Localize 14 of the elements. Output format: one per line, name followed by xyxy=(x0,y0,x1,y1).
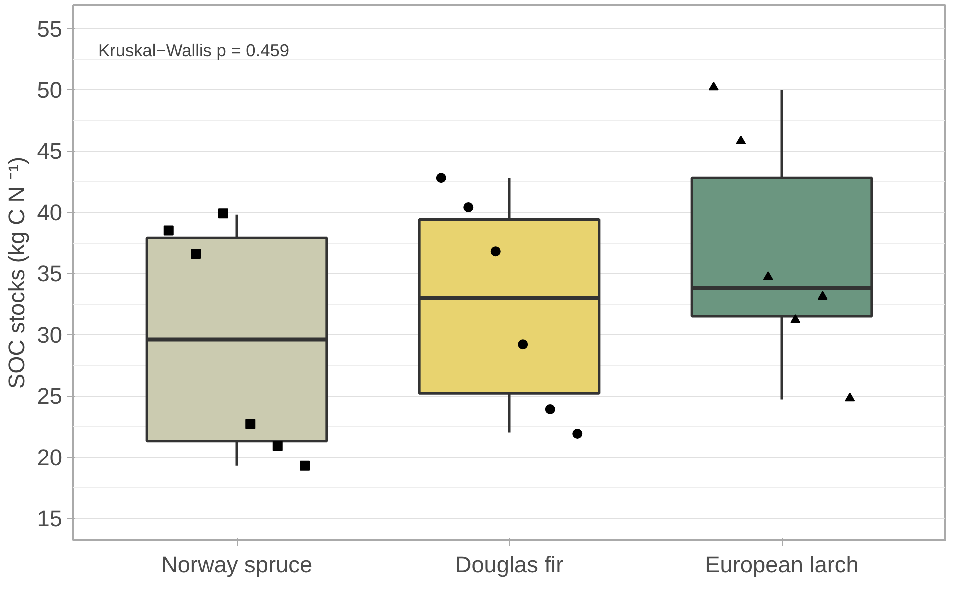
annotation: Kruskal−Wallis p = 0.459 xyxy=(98,40,290,60)
y-tick-label: 15 xyxy=(37,505,62,532)
x-tick-label: Douglas fir xyxy=(455,552,564,578)
y-axis-title: SOC stocks (kg C N ⁻¹) xyxy=(3,156,30,390)
y-tick-label: 25 xyxy=(37,383,62,410)
y-tick-label: 40 xyxy=(37,199,62,226)
y-tick-label: 35 xyxy=(37,260,62,287)
x-tick-label: Norway spruce xyxy=(161,552,313,578)
y-tick-label: 30 xyxy=(37,322,62,348)
x-tick-label: European larch xyxy=(705,552,859,578)
y-tick-label: 55 xyxy=(37,16,62,42)
y-tick-label: 45 xyxy=(37,138,62,164)
y-tick-label: 20 xyxy=(37,444,62,470)
y-tick-label: 50 xyxy=(37,76,62,103)
